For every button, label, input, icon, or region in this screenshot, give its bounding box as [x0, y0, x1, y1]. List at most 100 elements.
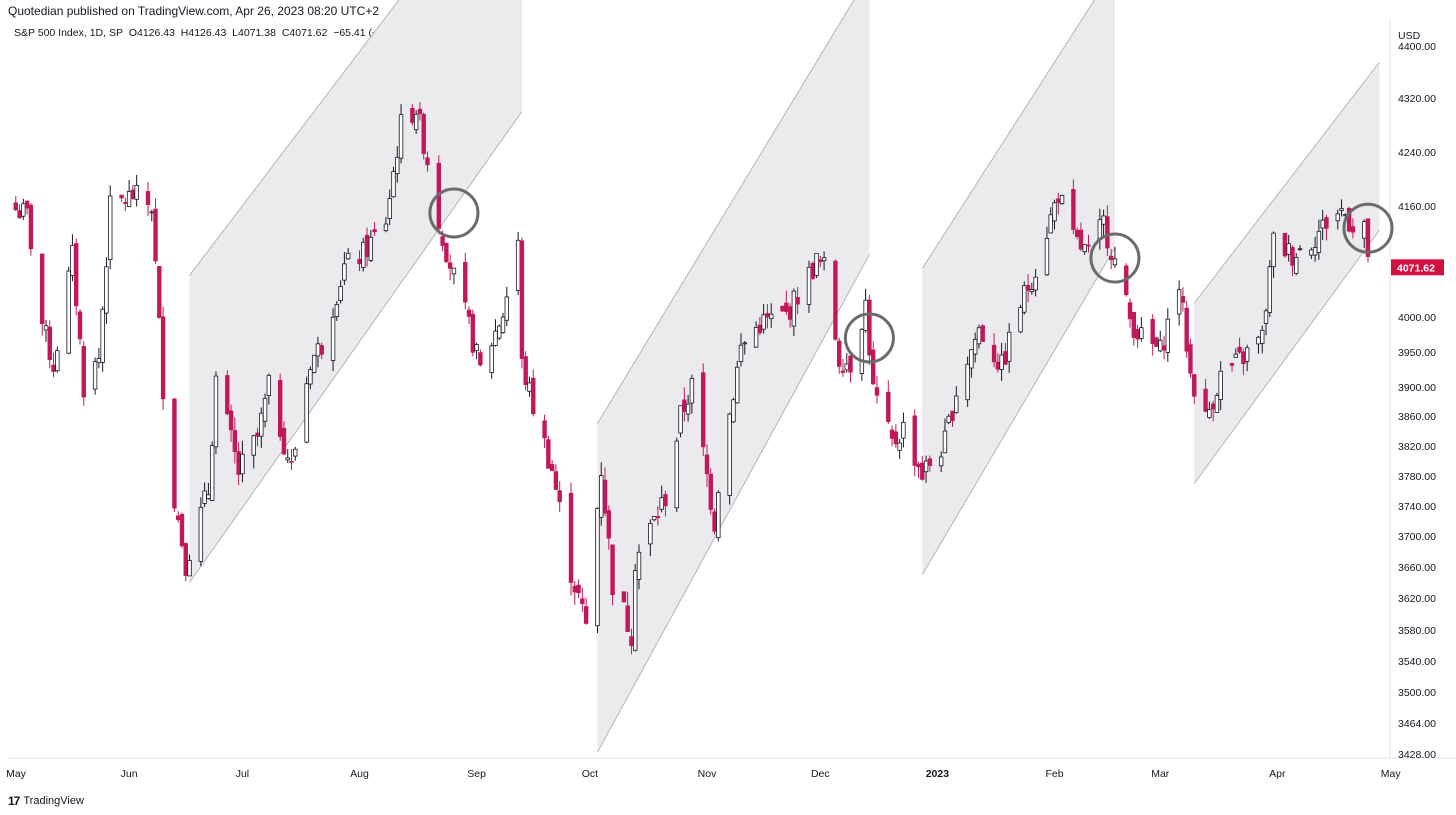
candle-2023-02-28 [1154, 337, 1159, 347]
candle-2023-02-15 [1105, 205, 1110, 257]
y-tick-label: 3700.00 [1398, 531, 1436, 543]
candle-body [1346, 207, 1352, 232]
candle-2023-03-02 [1161, 336, 1167, 360]
candle-body [1105, 216, 1110, 249]
candle-body [765, 313, 770, 318]
candle-2022-09-01 [474, 342, 479, 360]
candle-body [568, 492, 574, 583]
candle-2022-08-12 [398, 104, 404, 164]
candle-body [108, 195, 113, 261]
candle-body [100, 308, 105, 363]
channel-upper-line-2 [597, 0, 855, 424]
candle-2022-12-30 [927, 455, 933, 472]
candle-body [791, 290, 797, 327]
candle-body [844, 363, 849, 371]
candle-body [806, 266, 812, 305]
candle-body [674, 440, 679, 509]
candle-2022-09-13 [519, 237, 525, 369]
candle-body [712, 511, 717, 532]
candle-body [149, 211, 154, 214]
candle-body [364, 234, 370, 258]
y-tick-label: 3540.00 [1398, 656, 1436, 668]
candle-2022-10-14 [636, 544, 642, 590]
candle-body [1025, 285, 1031, 291]
candle-2023-04-17 [1335, 209, 1340, 230]
publisher-text: Quotedian published on TradingView.com, … [8, 4, 380, 18]
candle-body [833, 260, 838, 340]
candle-2023-03-10 [1192, 374, 1197, 404]
legend-high: H4126.43 [180, 27, 227, 39]
legend-symbol: S&P 500 Index, 1D, SP [14, 27, 123, 39]
candle-body [636, 551, 642, 580]
candle-2022-06-23 [209, 441, 215, 501]
candle-body [28, 204, 34, 250]
candle-body [357, 258, 362, 265]
candle-2023-02-16 [1108, 248, 1114, 270]
candle-body [153, 208, 158, 262]
candle-body [13, 202, 18, 211]
candle-body [104, 266, 109, 314]
candle-2022-12-06 [836, 337, 842, 374]
candle-2022-05-04 [21, 198, 26, 220]
candle-body [444, 243, 449, 263]
candle-2022-08-10 [391, 166, 396, 198]
candle-body [259, 412, 264, 437]
candle-body [410, 107, 415, 123]
channel-lower-line-3 [921, 247, 1116, 576]
candle-2022-10-31 [701, 363, 706, 457]
candle-2022-06-16 [183, 542, 188, 582]
candle-2023-02-03 [1059, 194, 1065, 205]
candle-body [281, 427, 287, 455]
candle-body [119, 194, 124, 199]
candle-body [836, 340, 842, 367]
candle-body [43, 325, 49, 331]
candle-body [123, 202, 128, 204]
candle-body [859, 329, 865, 374]
candle-body [602, 479, 608, 514]
candle-body [912, 415, 917, 466]
candle-body [920, 462, 925, 480]
candle-body [55, 350, 60, 372]
highlight-circle-3 [1089, 232, 1141, 284]
candle-body [818, 259, 823, 263]
candle-body [708, 473, 713, 510]
candle-body [206, 494, 211, 500]
candle-2022-12-20 [889, 425, 895, 447]
channel-upper-line-3 [921, 0, 1096, 269]
candle-2022-05-05 [24, 200, 30, 215]
candle-body [463, 261, 468, 303]
y-tick-label: 4320.00 [1398, 93, 1436, 105]
candle-2022-12-27 [916, 461, 921, 479]
legend-close: C4071.62 [281, 27, 328, 39]
candle-2022-11-04 [716, 490, 721, 542]
candle-body [1082, 244, 1087, 253]
candle-body [74, 243, 79, 307]
candle-body [1237, 346, 1242, 353]
candle-body [625, 605, 630, 632]
candle-body [848, 355, 853, 373]
candle-body [440, 236, 445, 246]
candle-body [255, 432, 260, 437]
candle-2022-05-03 [17, 204, 22, 219]
candle-2022-12-09 [848, 355, 853, 383]
candle-body [1229, 363, 1235, 366]
candle-body [1127, 302, 1133, 320]
candle-2023-02-09 [1082, 244, 1087, 255]
candle-2022-07-12 [281, 421, 287, 455]
candle-body [995, 361, 1001, 370]
candle-2023-03-14 [1207, 401, 1212, 419]
candle-body [391, 171, 396, 198]
candle-body [315, 343, 321, 357]
candle-2023-01-26 [1029, 282, 1035, 295]
candle-2022-06-02 [130, 184, 136, 200]
candle-body [17, 210, 22, 219]
candle-body [179, 513, 185, 547]
candle-2023-01-05 [950, 410, 955, 427]
candle-2022-09-09 [504, 286, 510, 327]
candle-body [999, 354, 1004, 370]
candle-2023-03-03 [1165, 308, 1171, 362]
candle-2023-03-06 [1176, 280, 1182, 326]
candle-2023-02-27 [1150, 314, 1155, 356]
